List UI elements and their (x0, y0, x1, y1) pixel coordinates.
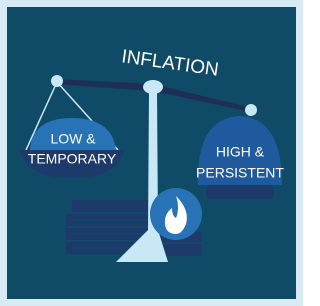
illustration: LOW & TEMPORARY HIGH & PERSISTENT INFLAT… (0, 0, 303, 306)
left-pan-label: TEMPORARY (28, 151, 117, 167)
beam-end (245, 104, 257, 116)
right-pan-label: PERSISTENT (196, 165, 284, 181)
beam-end (51, 75, 63, 87)
right-pan-base (206, 185, 274, 199)
pivot (143, 80, 163, 94)
page: LOW & TEMPORARY HIGH & PERSISTENT INFLAT… (0, 0, 303, 306)
left-pan-label: LOW & (50, 131, 96, 147)
right-pan-label: HIGH & (216, 144, 265, 160)
